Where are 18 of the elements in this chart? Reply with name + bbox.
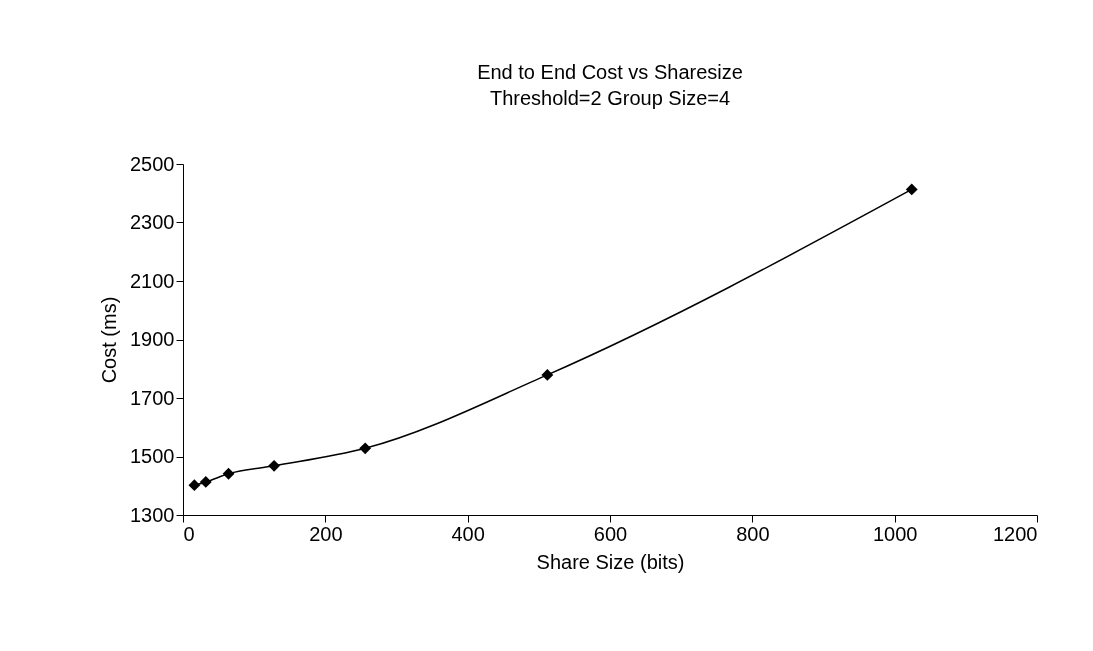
y-tick-label: 2500	[130, 152, 175, 175]
x-tick-label: 800	[736, 522, 770, 545]
x-tick-label: 1000	[872, 522, 918, 545]
x-tick-label: 600	[593, 522, 628, 545]
x-tick-label: 0	[183, 522, 195, 545]
y-tick-label: 1500	[130, 445, 175, 467]
y-tick-label: 1300	[130, 503, 175, 526]
chart-subtitle: Threshold=2 Group Size=4	[489, 87, 731, 109]
x-tick-label: 400	[451, 522, 485, 545]
x-tick-label: 200	[309, 522, 343, 545]
y-tick-label: 2100	[130, 269, 175, 292]
y-tick-label: 1900	[130, 328, 175, 350]
y-tick-label: 1700	[130, 386, 175, 409]
y-tick-label: 2300	[130, 211, 175, 233]
y-axis-title: Cost (ms)	[98, 296, 121, 384]
x-axis-title: Share Size (bits)	[536, 550, 685, 573]
x-tick-label: 1200	[993, 522, 1038, 545]
chart-title: End to End Cost vs Sharesize	[477, 61, 743, 83]
